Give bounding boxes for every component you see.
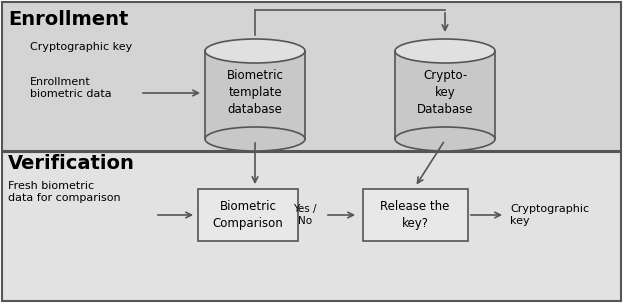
Ellipse shape (205, 127, 305, 151)
Text: Enrollment: Enrollment (8, 10, 128, 29)
Ellipse shape (205, 39, 305, 63)
Polygon shape (205, 51, 305, 139)
Text: Verification: Verification (8, 154, 135, 173)
Text: Yes /
No: Yes / No (293, 204, 316, 226)
Text: Biometric
template
database: Biometric template database (227, 69, 283, 116)
Bar (363, 189, 467, 241)
Text: Cryptographic key: Cryptographic key (30, 42, 132, 52)
Bar (2, 2, 621, 151)
Ellipse shape (395, 39, 495, 63)
Text: Biometric
Comparison: Biometric Comparison (212, 200, 283, 230)
Text: Cryptographic
key: Cryptographic key (510, 204, 589, 226)
Text: Enrollment
biometric data: Enrollment biometric data (30, 77, 112, 99)
Ellipse shape (395, 127, 495, 151)
Bar (198, 189, 298, 241)
Bar (2, 152, 621, 301)
Polygon shape (395, 51, 495, 139)
Text: Crypto-
key
Database: Crypto- key Database (417, 69, 473, 116)
Text: Fresh biometric
data for comparison: Fresh biometric data for comparison (8, 181, 121, 203)
Text: Release the
key?: Release the key? (380, 200, 450, 230)
